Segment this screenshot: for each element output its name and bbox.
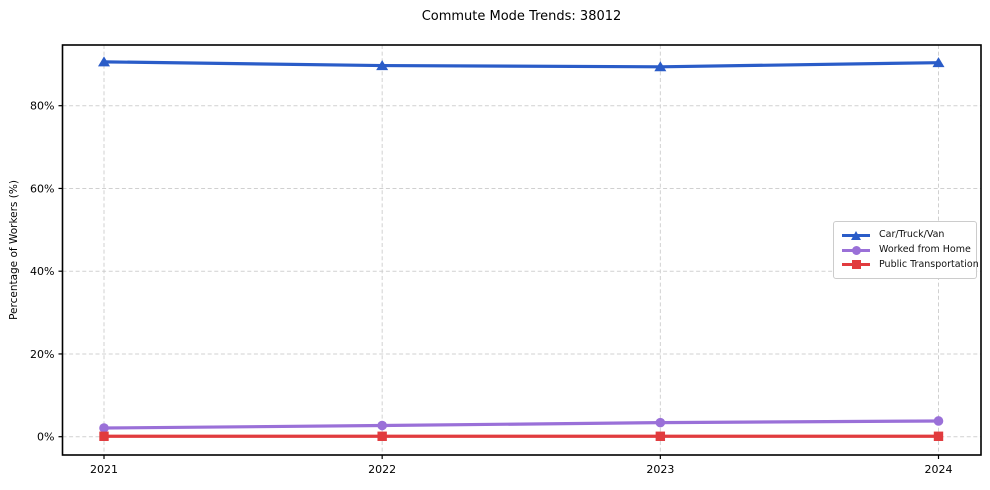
x-tick-label: 2023 xyxy=(646,463,674,476)
data-point-marker-worked-from-home xyxy=(933,416,944,426)
series-line-car-truck-van xyxy=(103,60,939,69)
data-point-marker-public-transportation xyxy=(933,431,944,441)
line-square-marker-icon xyxy=(842,260,870,270)
legend-entry-car-truck-van: Car/Truck/Van xyxy=(842,230,968,240)
chart-title: Commute Mode Trends: 38012 xyxy=(421,9,622,24)
y-tick-label: 20% xyxy=(30,348,54,361)
y-tick-label: 0% xyxy=(37,431,54,444)
x-tick-label: 2021 xyxy=(90,463,118,476)
y-tick-label: 80% xyxy=(30,100,54,113)
legend-label: Worked from Home xyxy=(879,244,971,256)
data-point-marker-worked-from-home xyxy=(377,420,387,431)
y-tick-label: 40% xyxy=(30,265,54,278)
x-tick-label: 2022 xyxy=(368,463,396,476)
plot-border xyxy=(61,44,982,456)
legend: Car/Truck/Van Worked from Home Public Tr… xyxy=(833,221,979,279)
y-axis-label: Percentage of Workers (%) xyxy=(8,180,20,320)
legend-label: Public Transportation xyxy=(879,259,979,271)
data-point-marker-worked-from-home xyxy=(99,423,109,433)
data-point-marker-public-transportation xyxy=(99,431,109,441)
legend-entry-public-transportation: Public Transportation xyxy=(842,260,979,270)
line-triangle-marker-icon xyxy=(842,230,870,240)
data-point-marker-worked-from-home xyxy=(655,417,666,428)
data-point-marker-car-truck-van xyxy=(654,61,667,72)
line-circle-marker-icon xyxy=(842,245,870,255)
legend-entry-worked-from-home: Worked from Home xyxy=(842,244,971,256)
legend-label: Car/Truck/Van xyxy=(879,229,945,241)
data-point-marker-car-truck-van xyxy=(932,57,945,68)
data-point-marker-car-truck-van xyxy=(98,56,110,67)
data-point-marker-public-transportation xyxy=(377,431,387,441)
y-tick-label: 60% xyxy=(30,182,54,195)
series-line-worked-from-home xyxy=(103,419,939,430)
data-point-marker-public-transportation xyxy=(655,431,666,441)
x-tick-label: 2024 xyxy=(925,463,953,476)
data-point-marker-car-truck-van xyxy=(376,60,389,71)
